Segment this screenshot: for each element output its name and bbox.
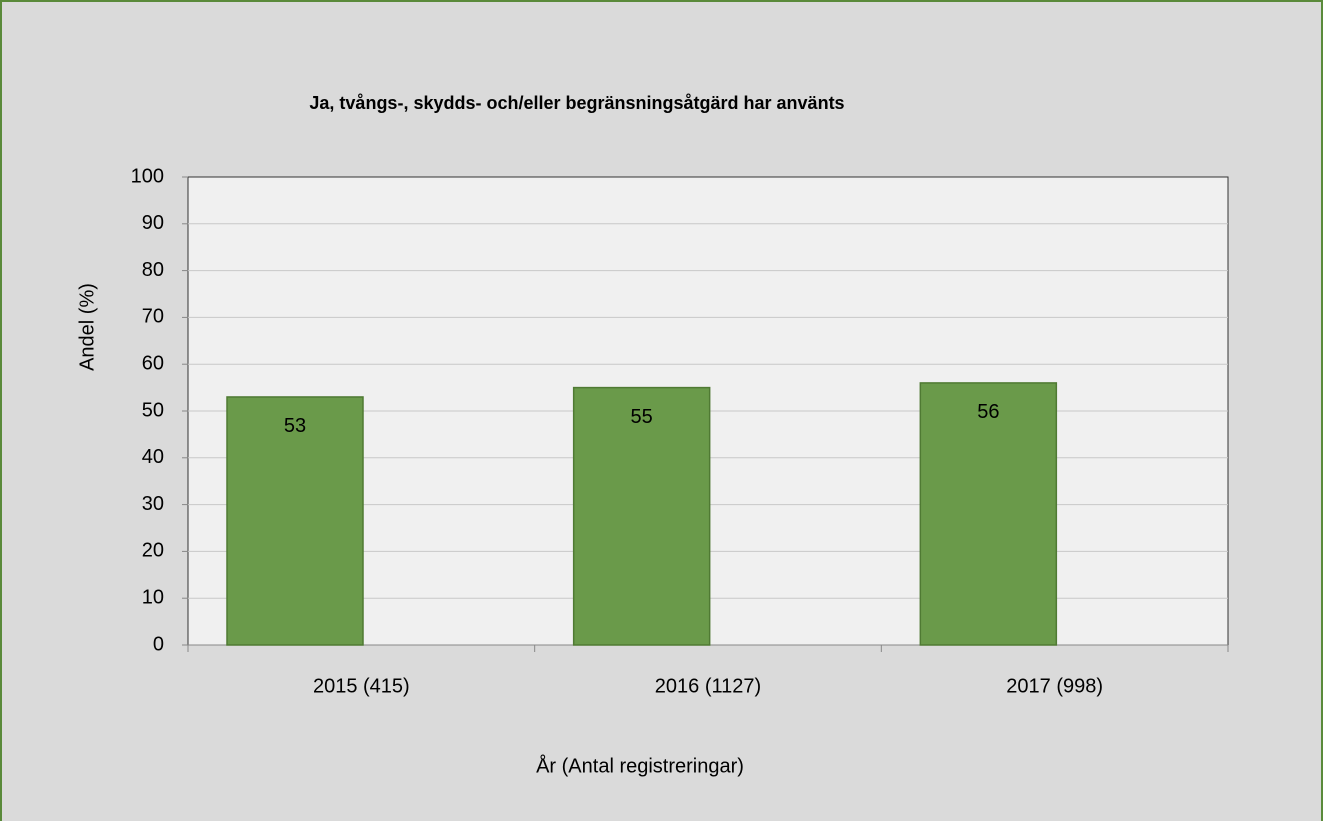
bar [226, 396, 364, 646]
y-tick-label: 20 [142, 540, 164, 562]
y-tick-label: 50 [142, 399, 164, 421]
x-tick-label: 2017 (998) [1006, 675, 1103, 697]
y-tick-label: 100 [131, 165, 164, 187]
bar [572, 386, 711, 646]
value-label: 55 [631, 406, 653, 428]
value-label: 53 [284, 415, 306, 437]
x-axis-label: År (Antal registreringar) [536, 754, 744, 777]
y-tick-label: 70 [142, 306, 164, 328]
y-axis-label: Andel (%) [76, 283, 98, 371]
y-tick-label: 30 [142, 493, 164, 515]
y-tick-label: 40 [142, 446, 164, 468]
x-tick-label: 2015 (415) [313, 675, 410, 697]
y-tick-label: 0 [153, 633, 164, 655]
x-tick-label: 2016 (1127) [655, 675, 761, 697]
chart-title: Ja, tvångs-, skydds- och/eller begränsni… [309, 93, 844, 113]
y-tick-label: 60 [142, 352, 164, 374]
y-tick-label: 90 [142, 212, 164, 234]
bar [919, 382, 1058, 646]
value-label: 56 [977, 401, 999, 423]
y-tick-label: 80 [142, 259, 164, 281]
y-tick-label: 10 [142, 586, 164, 608]
